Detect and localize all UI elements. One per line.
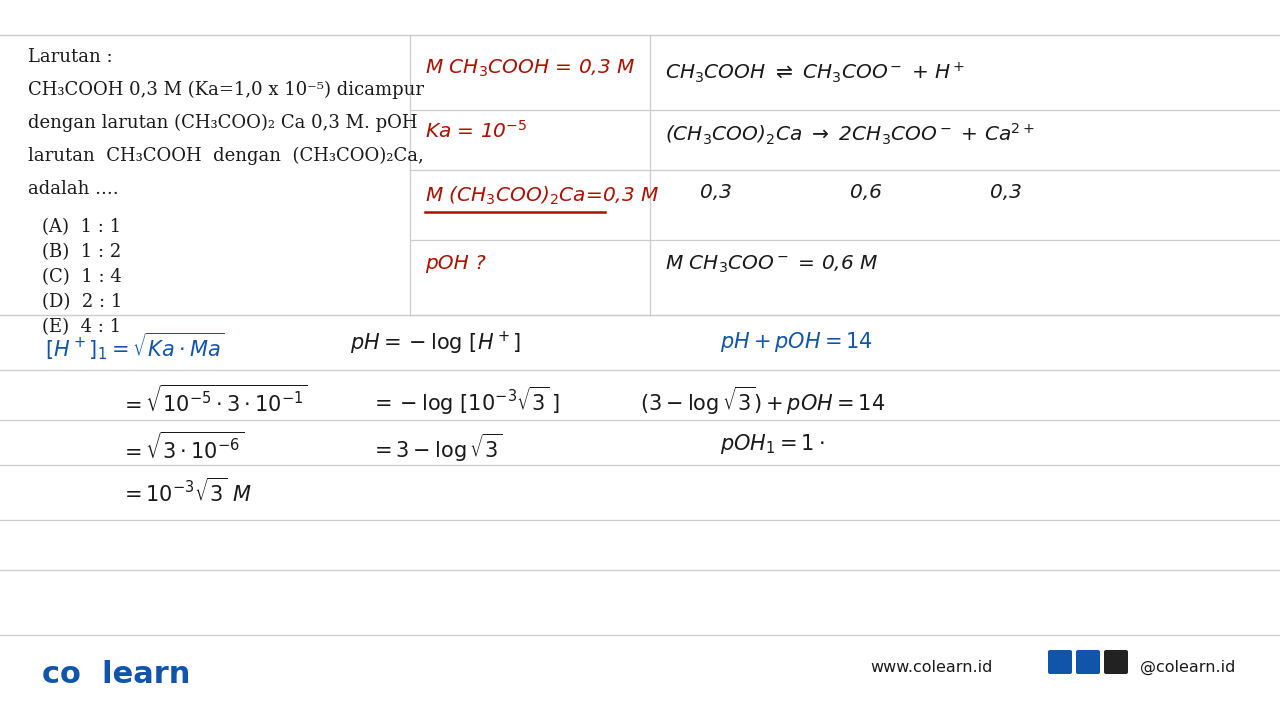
Text: $= 10^{-3}\sqrt{3}\ M$: $= 10^{-3}\sqrt{3}\ M$ <box>120 478 252 506</box>
Text: CH$_3$COOH $\rightleftharpoons$ CH$_3$COO$^-$ + H$^+$: CH$_3$COOH $\rightleftharpoons$ CH$_3$CO… <box>666 60 965 85</box>
Text: www.colearn.id: www.colearn.id <box>870 660 992 675</box>
Text: larutan  CH₃COOH  dengan  (CH₃COO)₂Ca,: larutan CH₃COOH dengan (CH₃COO)₂Ca, <box>28 147 424 166</box>
Text: 0,3: 0,3 <box>989 183 1021 202</box>
Text: CH₃COOH 0,3 M (Ka=1,0 x 10⁻⁵) dicampur: CH₃COOH 0,3 M (Ka=1,0 x 10⁻⁵) dicampur <box>28 81 424 99</box>
Text: 0,3: 0,3 <box>700 183 732 202</box>
FancyBboxPatch shape <box>1103 650 1128 674</box>
FancyBboxPatch shape <box>1076 650 1100 674</box>
Text: (D)  2 : 1: (D) 2 : 1 <box>42 293 123 311</box>
Text: (B)  1 : 2: (B) 1 : 2 <box>42 243 122 261</box>
Text: $pOH_1 = 1\cdot$: $pOH_1 = 1\cdot$ <box>719 432 824 456</box>
Text: $pH = -\log\,[H^+]$: $pH = -\log\,[H^+]$ <box>349 330 521 357</box>
Text: M CH$_3$COOH = 0,3 M: M CH$_3$COOH = 0,3 M <box>425 58 635 79</box>
Text: $= \sqrt{3 \cdot 10^{-6}}$: $= \sqrt{3 \cdot 10^{-6}}$ <box>120 432 244 464</box>
Text: (A)  1 : 1: (A) 1 : 1 <box>42 218 122 236</box>
Text: (E)  4 : 1: (E) 4 : 1 <box>42 318 122 336</box>
Text: $pH + pOH = 14$: $pH + pOH = 14$ <box>719 330 873 354</box>
Text: $[H^+]_1 = \sqrt{Ka \cdot Ma}$: $[H^+]_1 = \sqrt{Ka \cdot Ma}$ <box>45 330 224 362</box>
Text: (CH$_3$COO)$_2$Ca $\rightarrow$ 2CH$_3$COO$^-$ + Ca$^{2+}$: (CH$_3$COO)$_2$Ca $\rightarrow$ 2CH$_3$C… <box>666 122 1034 147</box>
Text: M CH$_3$COO$^-$ = 0,6 M: M CH$_3$COO$^-$ = 0,6 M <box>666 254 878 275</box>
FancyBboxPatch shape <box>1048 650 1073 674</box>
Text: $= \sqrt{10^{-5} \cdot 3 \cdot 10^{-1}}$: $= \sqrt{10^{-5} \cdot 3 \cdot 10^{-1}}$ <box>120 385 308 417</box>
Text: $= 3 - \log\sqrt{3}$: $= 3 - \log\sqrt{3}$ <box>370 432 503 464</box>
Text: pOH ?: pOH ? <box>425 254 485 273</box>
Text: Ka = 10$^{-5}$: Ka = 10$^{-5}$ <box>425 120 527 142</box>
Text: $(3-\log\sqrt{3}) + pOH = 14$: $(3-\log\sqrt{3}) + pOH = 14$ <box>640 385 886 418</box>
Text: $= -\log\,[10^{-3}\sqrt{3}\,]$: $= -\log\,[10^{-3}\sqrt{3}\,]$ <box>370 385 559 418</box>
Text: (C)  1 : 4: (C) 1 : 4 <box>42 268 122 286</box>
Text: adalah ....: adalah .... <box>28 180 119 198</box>
Text: dengan larutan (CH₃COO)₂ Ca 0,3 M. pOH: dengan larutan (CH₃COO)₂ Ca 0,3 M. pOH <box>28 114 417 132</box>
Text: M (CH$_3$COO)$_2$Ca=0,3 M: M (CH$_3$COO)$_2$Ca=0,3 M <box>425 185 659 207</box>
Text: Larutan :: Larutan : <box>28 48 113 66</box>
Text: @colearn.id: @colearn.id <box>1140 660 1235 675</box>
Text: co  learn: co learn <box>42 660 191 689</box>
Text: 0,6: 0,6 <box>850 183 882 202</box>
